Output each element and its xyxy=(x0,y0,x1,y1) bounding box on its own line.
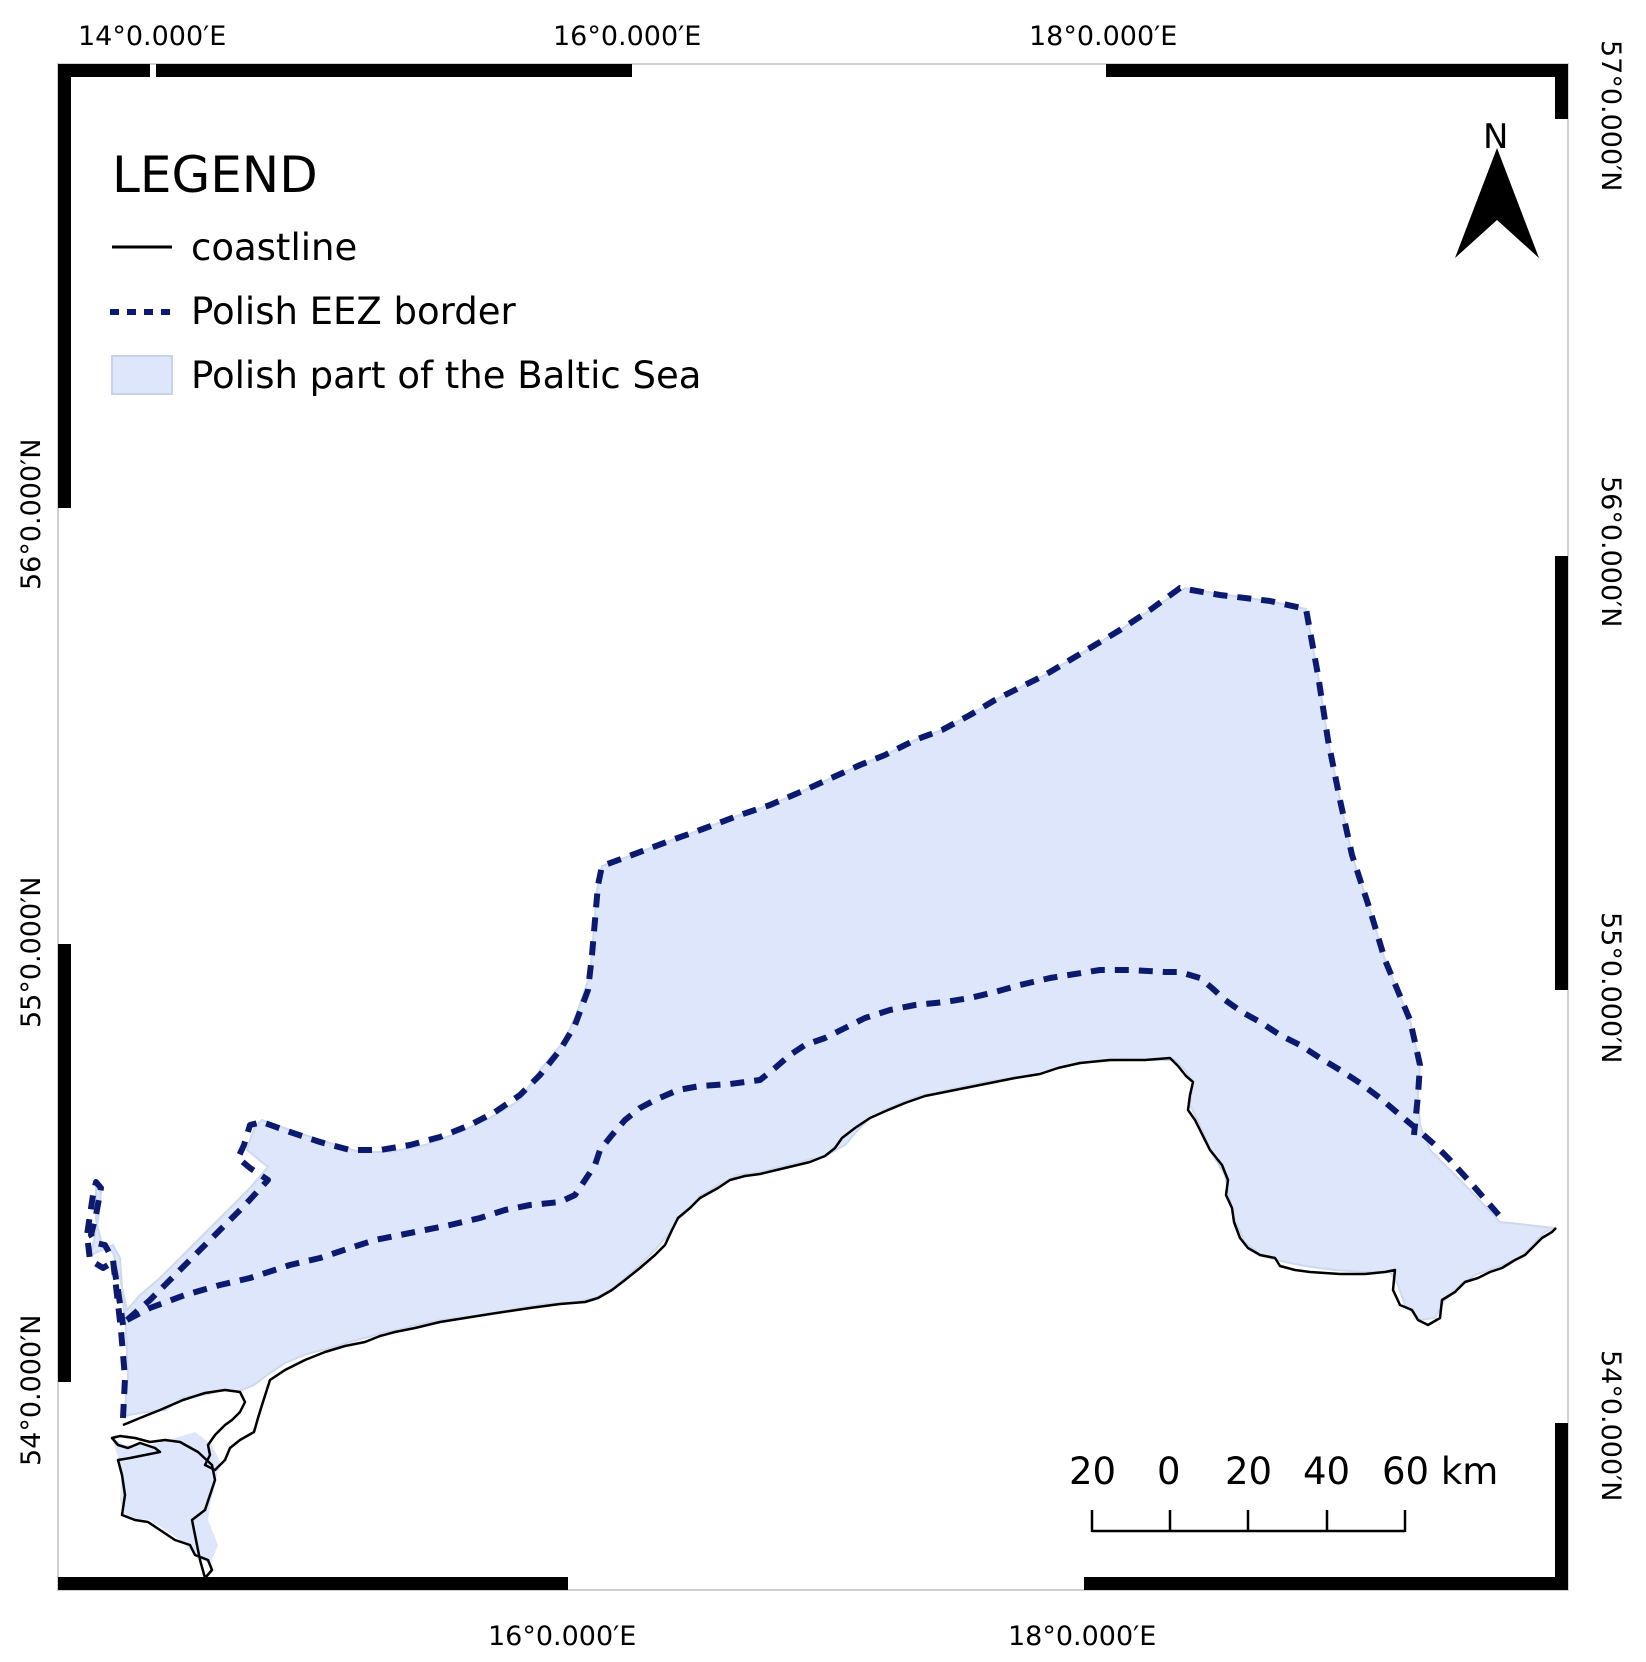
legend-title: LEGEND xyxy=(112,146,318,204)
baltic-sea-area xyxy=(89,586,1558,1418)
right-latitude-label-2: 56°0.000′N xyxy=(1595,476,1626,627)
scale-label-3: 20 xyxy=(1225,1450,1272,1493)
top-longitude-label-3: 18°0.000′E xyxy=(1029,21,1177,52)
top-longitude-label-2: 16°0.000′E xyxy=(553,21,701,52)
right-latitude-label-4: 54°0.000′N xyxy=(1595,1350,1626,1501)
scale-label-5: 60 km xyxy=(1382,1450,1498,1493)
frame-ticks-bottom xyxy=(58,1577,1568,1590)
top-longitude-label-1: 14°0.000′E xyxy=(78,21,226,52)
frame-ticks-left xyxy=(58,64,71,1382)
scale-bar: 20 0 20 40 60 km xyxy=(1069,1450,1498,1533)
legend: LEGEND coastline Polish EEZ border Polis… xyxy=(110,146,701,397)
scale-label-4: 40 xyxy=(1303,1450,1350,1493)
left-latitude-label-1: 56°0.000′N xyxy=(16,439,47,590)
left-latitude-label-2: 55°0.000′N xyxy=(16,877,47,1028)
coastline xyxy=(110,1056,1557,1580)
north-label: N xyxy=(1483,117,1508,157)
bottom-longitude-label-1: 16°0.000′E xyxy=(488,1621,636,1652)
lagoon-area xyxy=(112,1432,220,1565)
legend-item-coastline: coastline xyxy=(191,226,357,269)
scale-label-2: 0 xyxy=(1157,1450,1181,1493)
legend-item-sea-area: Polish part of the Baltic Sea xyxy=(191,354,701,397)
left-latitude-label-3: 54°0.000′N xyxy=(16,1315,47,1466)
right-latitude-label-1: 57°0.000′N xyxy=(1595,40,1626,191)
north-arrow-icon: N xyxy=(1455,117,1539,258)
eez-border xyxy=(84,585,1508,1419)
bottom-longitude-label-2: 18°0.000′E xyxy=(1008,1621,1156,1652)
legend-item-eez-border: Polish EEZ border xyxy=(191,290,516,333)
sea-legend-symbol xyxy=(111,355,173,395)
right-latitude-label-3: 55°0.000′N xyxy=(1595,912,1626,1063)
frame-ticks-top xyxy=(58,64,1568,77)
scale-label-1: 20 xyxy=(1069,1450,1116,1493)
frame-ticks-right xyxy=(1555,64,1568,1590)
